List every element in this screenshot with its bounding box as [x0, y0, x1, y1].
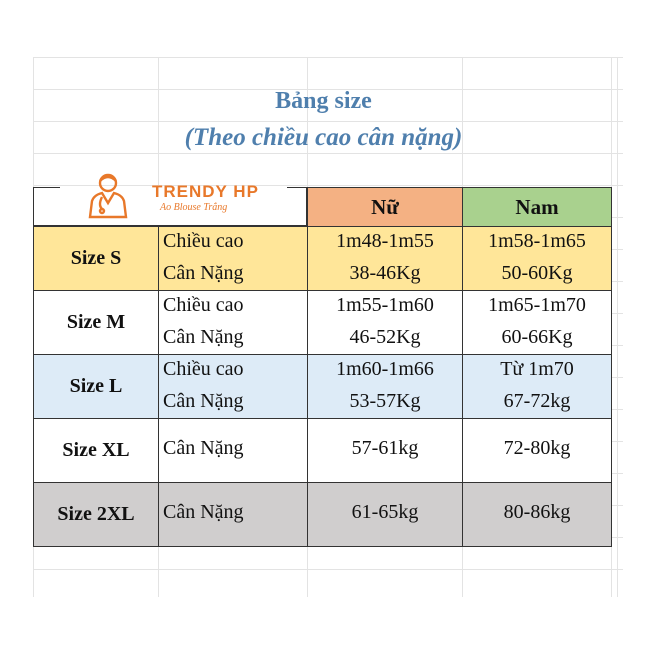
- subtitle: (Theo chiều cao cân nặng): [184, 124, 463, 151]
- value: 1m55-1m60: [336, 294, 434, 316]
- value-cell: 61-65kg: [307, 482, 463, 547]
- value: 53-57Kg: [349, 390, 421, 412]
- value-cell: 57-61kg: [307, 418, 463, 483]
- logo-icon: [88, 173, 128, 219]
- logo-cell: TRENDY HP Ao Blouse Trắng: [33, 173, 308, 226]
- value-cell: 72-80kg: [462, 418, 612, 483]
- row-label: Cân Nặng: [163, 437, 244, 459]
- value: Từ 1m70: [500, 358, 574, 380]
- label-cell: Chiều cao Cân Nặng: [158, 290, 308, 355]
- size-label: Size M: [33, 290, 159, 355]
- value: 61-65kg: [351, 501, 419, 523]
- value-cell: 1m55-1m60 46-52Kg: [307, 290, 463, 355]
- value: 57-61kg: [351, 437, 419, 459]
- grid-line: [33, 121, 623, 122]
- logo-tagline: Ao Blouse Trắng: [160, 202, 228, 213]
- value: 72-80kg: [503, 437, 571, 459]
- value: 1m65-1m70: [488, 294, 586, 316]
- row-label: Chiều cao: [163, 230, 244, 252]
- value: 38-46Kg: [349, 262, 421, 284]
- value-cell: 80-86kg: [462, 482, 612, 547]
- value: 67-72kg: [503, 390, 571, 412]
- row-label: Cân Nặng: [163, 262, 244, 284]
- row-label: Chiều cao: [163, 358, 244, 380]
- column-header: Nữ: [307, 187, 463, 227]
- row-label: Chiều cao: [163, 294, 244, 316]
- value-cell: 1m48-1m55 38-46Kg: [307, 226, 463, 291]
- value: 1m58-1m65: [488, 230, 586, 252]
- value: 80-86kg: [503, 501, 571, 523]
- value-cell: 1m58-1m65 50-60Kg: [462, 226, 612, 291]
- label-cell: Chiều cao Cân Nặng: [158, 226, 308, 291]
- grid-line: [33, 569, 623, 570]
- row-label: Cân Nặng: [163, 326, 244, 348]
- logo-brand: TRENDY HP: [152, 182, 259, 201]
- size-label: Size XL: [33, 418, 159, 483]
- grid-line: [33, 153, 623, 154]
- size-label: Size L: [33, 354, 159, 419]
- label-cell: Cân Nặng: [158, 418, 308, 483]
- value: 1m60-1m66: [336, 358, 434, 380]
- label-cell: Cân Nặng: [158, 482, 308, 547]
- value-cell: 1m60-1m66 53-57Kg: [307, 354, 463, 419]
- value: 50-60Kg: [501, 262, 573, 284]
- value: 46-52Kg: [349, 326, 421, 348]
- grid-line: [617, 57, 618, 597]
- value-cell: 1m65-1m70 60-66Kg: [462, 290, 612, 355]
- label-cell: Chiều cao Cân Nặng: [158, 354, 308, 419]
- grid-line: [33, 185, 623, 186]
- value: 1m48-1m55: [336, 230, 434, 252]
- value: 60-66Kg: [501, 326, 573, 348]
- column-header: Nam: [462, 187, 612, 227]
- grid-line: [33, 89, 623, 90]
- size-label: Size S: [33, 226, 159, 291]
- row-label: Cân Nặng: [163, 390, 244, 412]
- grid-line: [33, 57, 623, 58]
- value-cell: Từ 1m70 67-72kg: [462, 354, 612, 419]
- row-label: Cân Nặng: [163, 501, 244, 523]
- title: Bảng size: [275, 88, 372, 114]
- size-label: Size 2XL: [33, 482, 159, 547]
